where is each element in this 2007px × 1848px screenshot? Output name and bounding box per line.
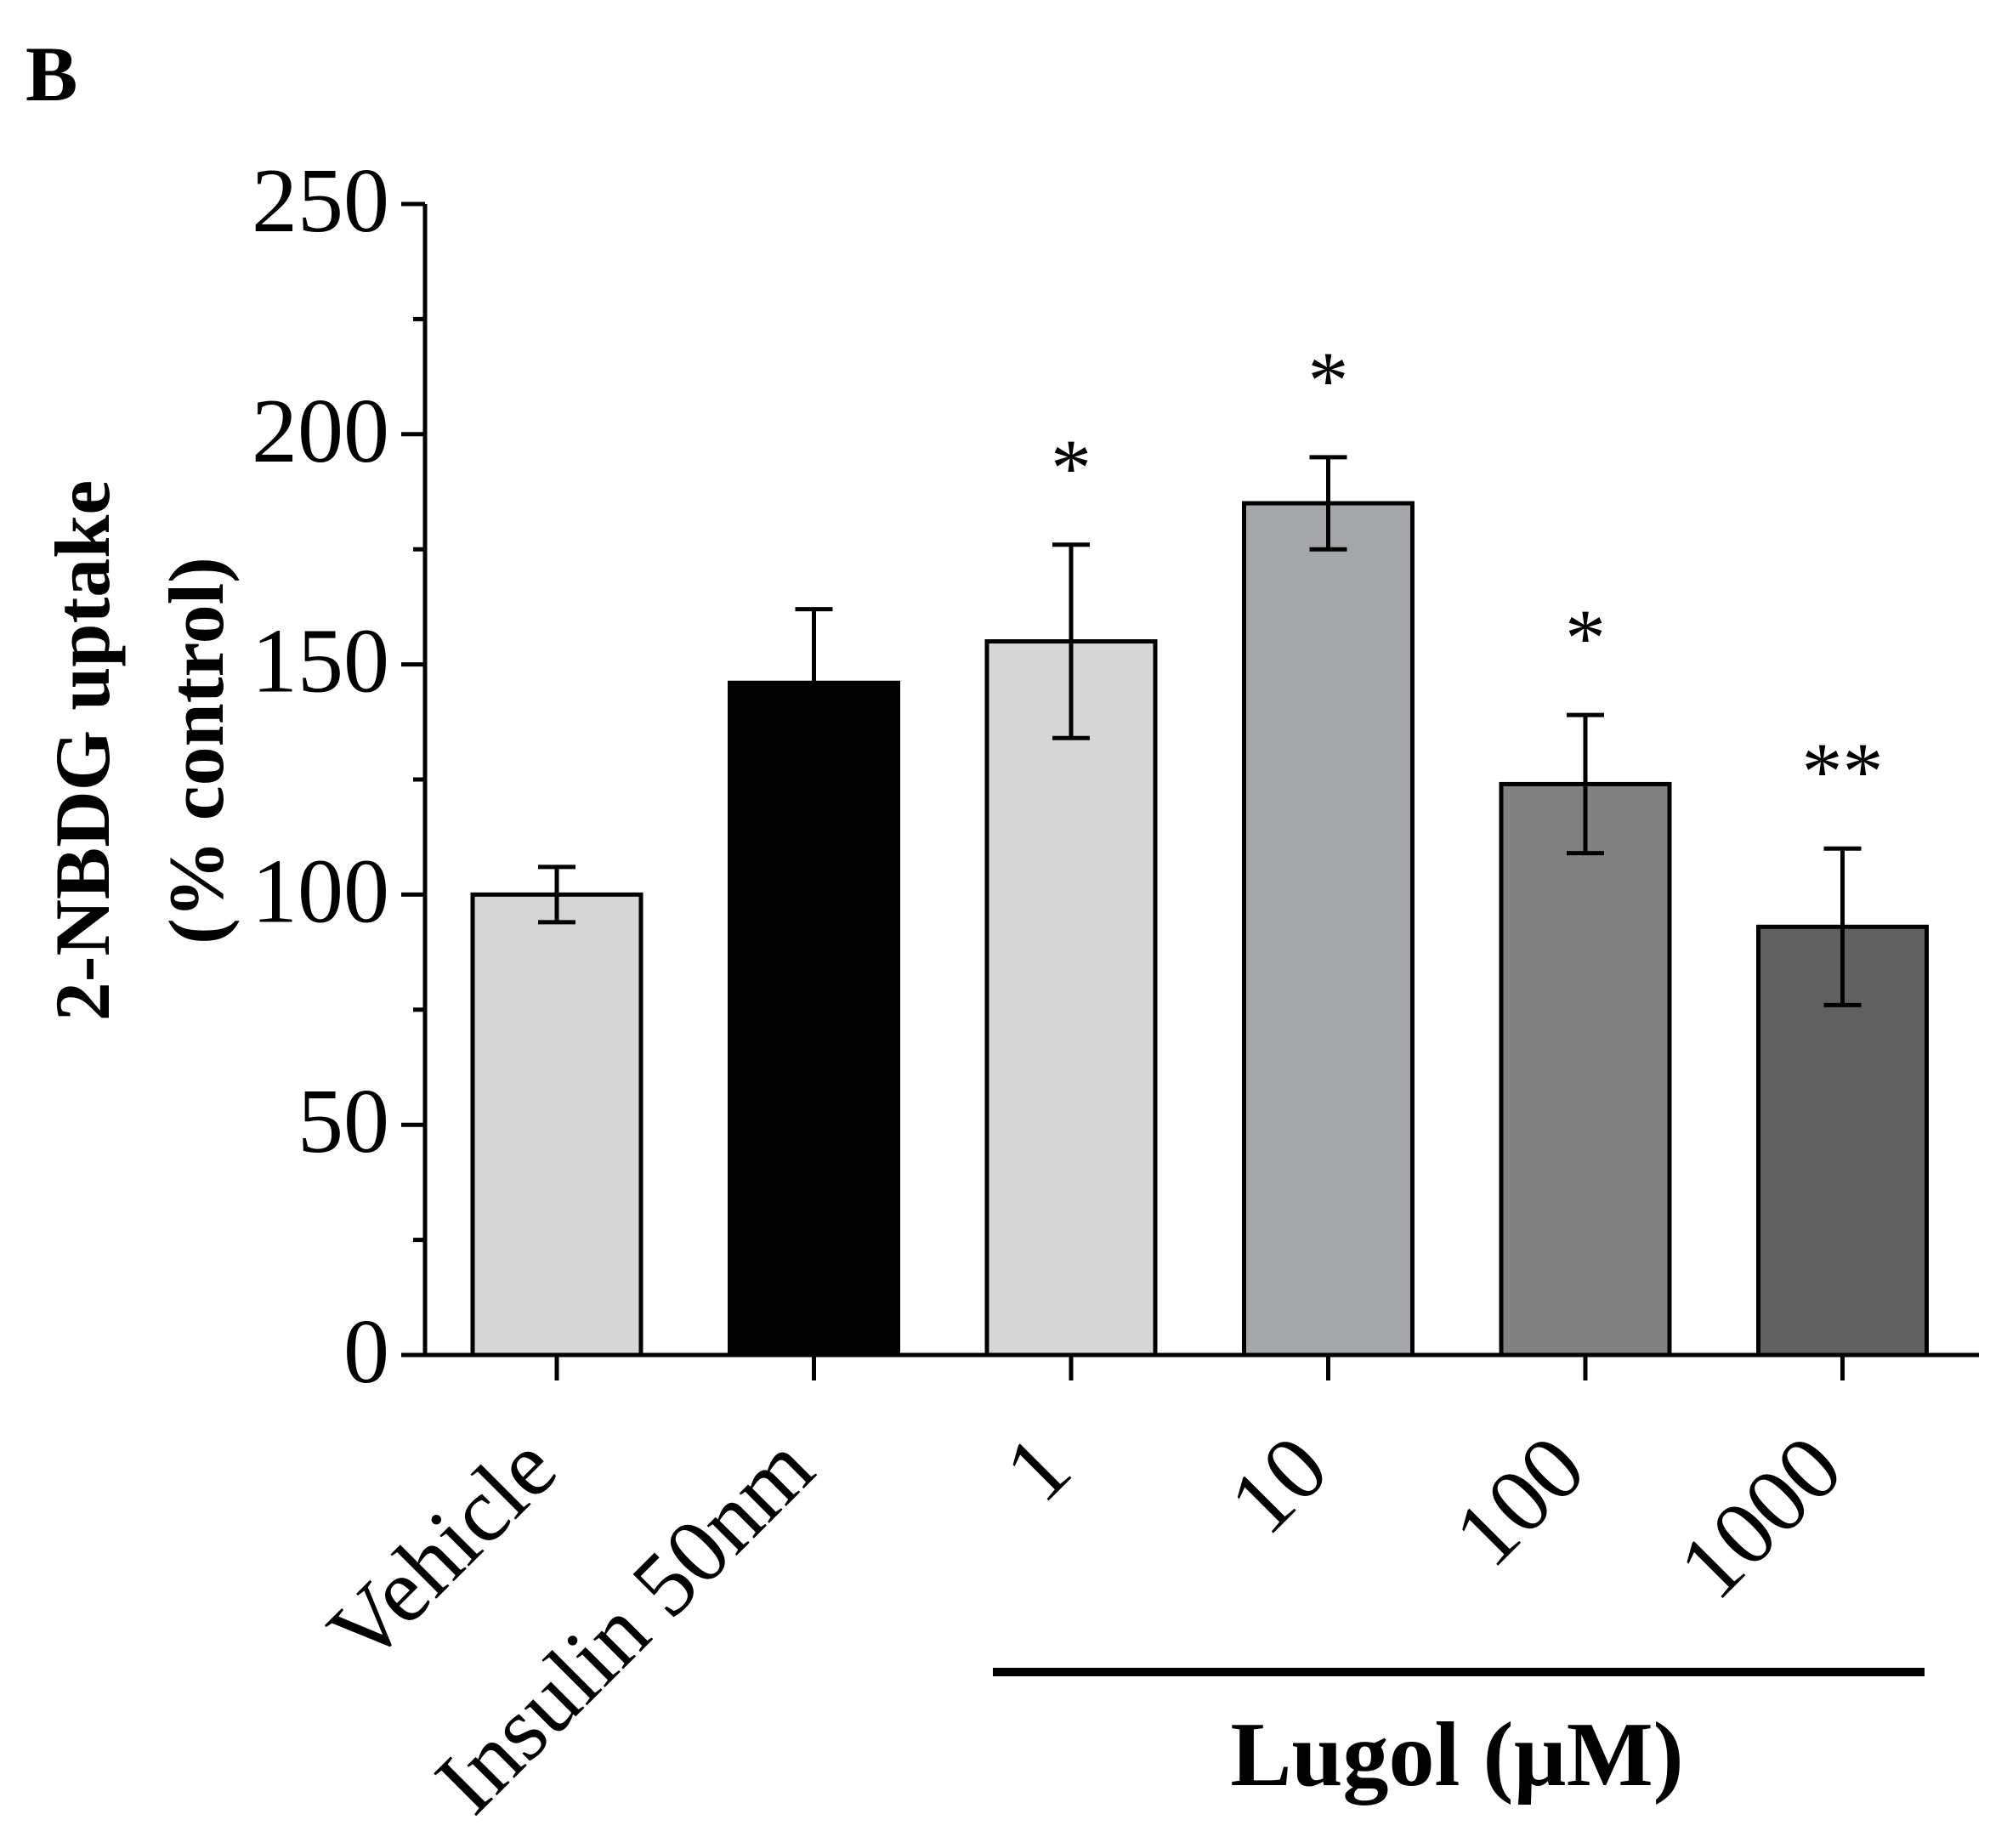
significance-mark: *	[1051, 422, 1091, 513]
bars-group: *****	[470, 335, 1929, 1358]
bar	[728, 680, 900, 1358]
y-tick-label: 250	[252, 150, 389, 252]
bar	[1242, 501, 1415, 1358]
x-category-label: 1000	[1660, 1417, 1862, 1618]
y-tick-label: 200	[252, 381, 389, 482]
significance-mark: *	[1565, 592, 1606, 683]
x-category-label: 100	[1435, 1417, 1604, 1586]
y-tick-label: 50	[298, 1071, 389, 1172]
bar	[1499, 781, 1672, 1358]
group-label: Lugol (µM)	[1230, 1704, 1683, 1805]
y-axis-ticks: 0 50 100 150 200 250	[252, 150, 425, 1403]
bar	[470, 892, 643, 1358]
significance-mark: **	[1802, 726, 1884, 817]
y-tick-label: 150	[252, 611, 389, 712]
x-category-label: 10	[1210, 1417, 1347, 1554]
significance-mark: *	[1308, 335, 1349, 426]
y-tick-label: 100	[252, 841, 389, 942]
panel-label: B	[26, 31, 77, 117]
y-tick-label: 0	[343, 1301, 389, 1403]
y-axis-label-line2: (% control)	[153, 557, 240, 944]
x-category-label: 1	[986, 1417, 1090, 1521]
y-axis-label-line1: 2-NBDG uptake	[39, 480, 126, 1021]
bar	[984, 639, 1158, 1358]
